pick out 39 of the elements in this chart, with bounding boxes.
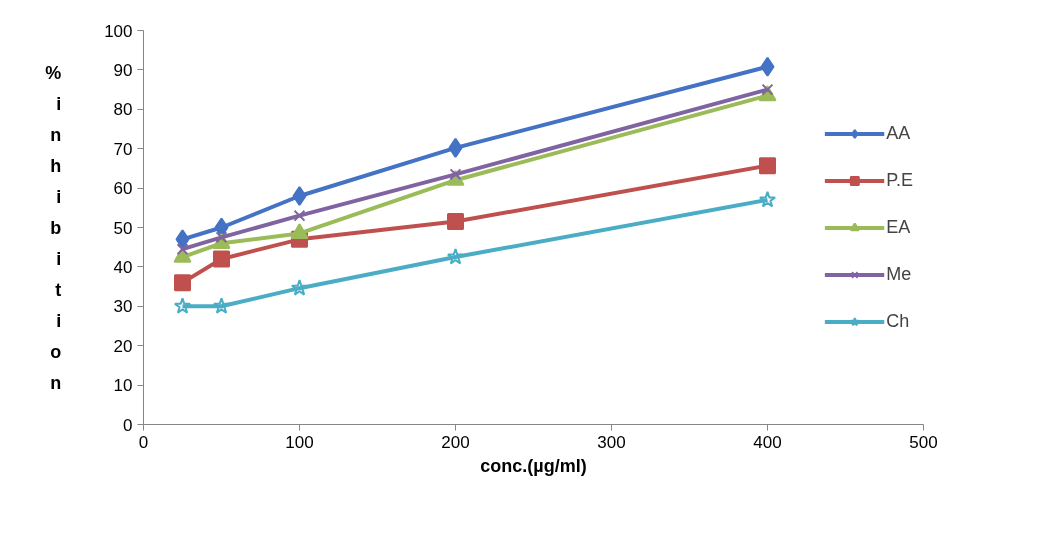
x-axis-title: conc.(µg/ml) [480, 455, 587, 476]
point [447, 213, 464, 231]
point [448, 137, 463, 158]
point [759, 157, 776, 175]
point [292, 185, 307, 206]
point [173, 297, 192, 314]
y-tick-label: 20 [113, 336, 133, 356]
x-tick-label: 500 [909, 432, 938, 452]
x-tick-label: 0 [138, 432, 149, 452]
point [290, 223, 309, 240]
point [212, 297, 231, 314]
y-tick-label: 30 [113, 297, 133, 317]
y-tick-label: 80 [113, 100, 133, 120]
legend-label: EA [886, 216, 911, 238]
y-tick-label: 0 [123, 415, 133, 435]
legend-label: P.E [886, 169, 913, 191]
text: % inhibition [45, 62, 62, 393]
point [175, 229, 190, 250]
y-tick-label: 40 [113, 257, 133, 277]
legend-label: Ch [886, 310, 910, 332]
y-tick-label: 100 [104, 21, 133, 41]
x-tick-label: 100 [285, 432, 314, 452]
point [758, 190, 777, 208]
x-tick-label: 300 [597, 432, 626, 452]
y-tick-label: 70 [113, 139, 133, 159]
legend-label: AA [886, 122, 911, 144]
point [446, 248, 465, 265]
y-tick-label: 90 [113, 60, 133, 80]
y-tick-label: 60 [113, 179, 133, 199]
point [293, 209, 306, 222]
legend-label: Me [886, 263, 912, 285]
point [174, 274, 191, 292]
point [213, 250, 230, 268]
y-tick-label: 10 [113, 376, 133, 396]
x-tick-label: 400 [753, 432, 782, 452]
point [290, 279, 309, 296]
point [760, 56, 775, 77]
x-tick-label: 200 [441, 432, 470, 452]
y-tick-label: 50 [113, 218, 133, 238]
